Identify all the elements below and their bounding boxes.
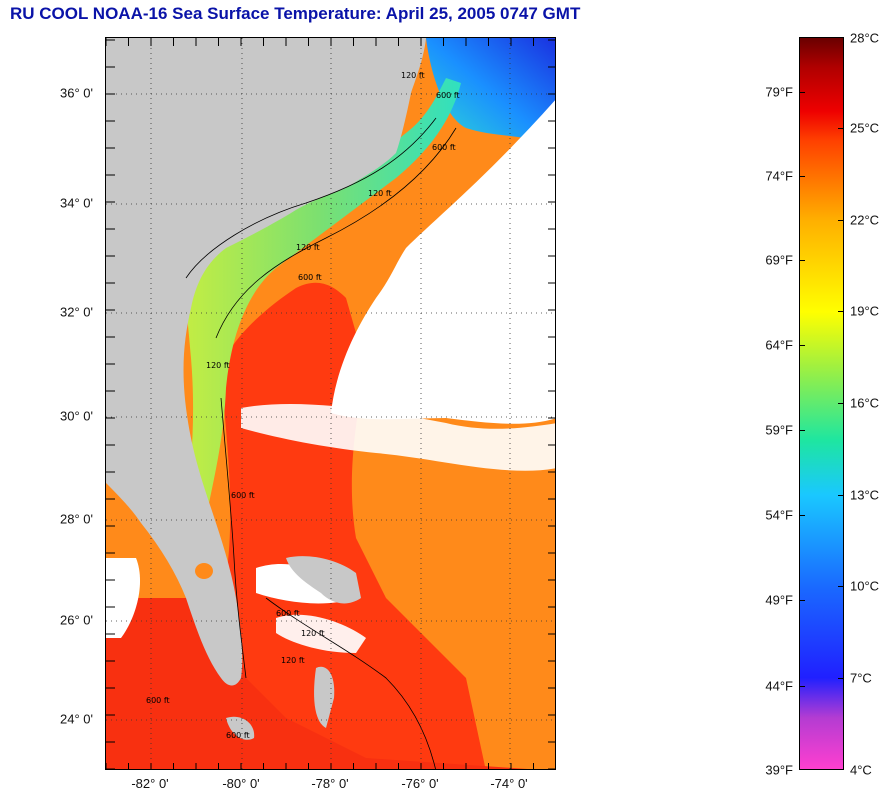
cloud-band-central	[241, 403, 555, 471]
isobath-label: 120 ft	[281, 656, 305, 665]
axis-ticks	[106, 38, 555, 769]
colorbar-celsius-label: 13°C	[850, 487, 880, 503]
latitude-label-30: 30° 0'	[60, 408, 93, 424]
isobath-label: 600 ft	[276, 609, 300, 618]
cay-sal-bank	[226, 716, 255, 740]
colorbar-celsius-label: 28°C	[850, 30, 880, 46]
colorbar-tick	[799, 686, 805, 687]
isobath-label: 600 ft	[298, 273, 322, 282]
colorbar-celsius-label: 10°C	[850, 578, 880, 594]
colorbar-fahrenheit-label: 59°F	[765, 422, 793, 438]
isobath-label: 600 ft	[146, 696, 170, 705]
isobath-label: 120 ft	[368, 189, 392, 198]
isobath-label: 120 ft	[296, 243, 320, 252]
lake-okeechobee	[195, 563, 213, 579]
colorbar-fahrenheit-label: 69°F	[765, 252, 793, 268]
bahamas-grand-bahama	[286, 556, 361, 604]
colorbar-fahrenheit-label: 54°F	[765, 507, 793, 523]
colorbar-celsius-label: 7°C	[850, 670, 872, 686]
latitude-label-26: 26° 0'	[60, 612, 93, 628]
colorbar-tick	[838, 220, 844, 221]
cloud-patch-gulf	[106, 558, 141, 638]
colorbar-fahrenheit-label: 44°F	[765, 678, 793, 694]
colorbar-tick	[838, 586, 844, 587]
latitude-label-24: 24° 0'	[60, 711, 93, 727]
longitude-label-78: -78° 0'	[311, 776, 349, 791]
latitude-label-32: 32° 0'	[60, 304, 93, 320]
isobath-600ft	[215, 127, 457, 339]
colorbar-celsius-label: 22°C	[850, 212, 880, 228]
longitude-label-82: -82° 0'	[131, 776, 169, 791]
colorbar-tick	[838, 311, 844, 312]
colorbar-tick	[799, 430, 805, 431]
isobath-120ft	[185, 117, 437, 279]
colorbar-fahrenheit-label: 49°F	[765, 592, 793, 608]
colorbar-celsius-label: 16°C	[850, 395, 880, 411]
gulf-of-mexico-water	[106, 468, 128, 558]
land-mass-southeast-us	[106, 38, 426, 686]
colorbar-tick	[799, 515, 805, 516]
northern-cold-water	[426, 38, 555, 148]
latitude-label-34: 34° 0'	[60, 195, 93, 211]
latitude-label-36: 36° 0'	[60, 85, 93, 101]
isobath-label: 600 ft	[231, 491, 255, 500]
isobath-label: 120 ft	[401, 71, 425, 80]
isobath-label: 600 ft	[226, 731, 250, 740]
sst-map-canvas: 120 ft 600 ft 120 ft 600 ft 120 ft 600 f…	[106, 38, 555, 769]
isobath-label: 600 ft	[432, 143, 456, 152]
colorbar-tick	[799, 600, 805, 601]
longitude-label-76: -76° 0'	[401, 776, 439, 791]
colorbar-fahrenheit-label: 39°F	[765, 762, 793, 778]
isobath-bahamas	[265, 597, 436, 769]
isobath-florida	[220, 397, 247, 679]
isobath-label: 120 ft	[206, 361, 230, 370]
isobath-label: 120 ft	[301, 629, 325, 638]
colorbar-celsius-label: 25°C	[850, 120, 880, 136]
colorbar-tick	[838, 495, 844, 496]
colorbar-tick	[799, 345, 805, 346]
colorbar-fahrenheit-label: 74°F	[765, 168, 793, 184]
latitude-label-28: 28° 0'	[60, 511, 93, 527]
colorbar-celsius-label: 19°C	[850, 303, 880, 319]
bahamas-andros	[314, 666, 335, 728]
colorbar-fahrenheit-label: 64°F	[765, 337, 793, 353]
colorbar-celsius-label: 4°C	[850, 762, 872, 778]
colorbar-tick	[799, 176, 805, 177]
colorbar-fahrenheit-label: 79°F	[765, 84, 793, 100]
cloud-cover-north	[331, 100, 555, 424]
colorbar-tick	[838, 678, 844, 679]
map-title: RU COOL NOAA-16 Sea Surface Temperature:…	[10, 4, 581, 23]
colorbar-tick	[799, 260, 805, 261]
colorbar-tick	[799, 92, 805, 93]
longitude-label-80: -80° 0'	[222, 776, 260, 791]
cloud-patch-south	[276, 614, 366, 653]
longitude-label-74: -74° 0'	[490, 776, 528, 791]
graticule	[106, 38, 555, 769]
sst-map: 120 ft 600 ft 120 ft 600 ft 120 ft 600 f…	[105, 37, 556, 770]
isobath-label: 600 ft	[436, 91, 460, 100]
colorbar-tick	[838, 128, 844, 129]
colorbar-tick	[838, 403, 844, 404]
